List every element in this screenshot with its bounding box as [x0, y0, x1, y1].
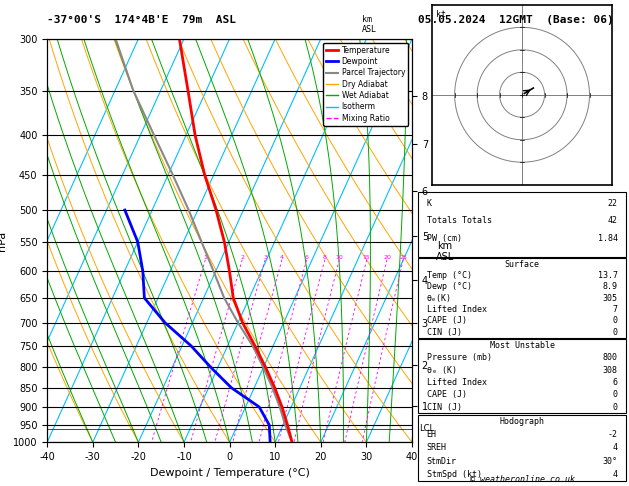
Text: 4: 4 — [280, 255, 284, 260]
Text: 25: 25 — [399, 255, 407, 260]
Text: kt: kt — [436, 10, 446, 19]
Text: 20: 20 — [383, 255, 391, 260]
Text: 4: 4 — [613, 443, 618, 452]
Text: θₑ (K): θₑ (K) — [426, 365, 457, 375]
Text: km
ASL: km ASL — [362, 15, 377, 34]
X-axis label: Dewpoint / Temperature (°C): Dewpoint / Temperature (°C) — [150, 468, 309, 478]
Text: StmSpd (kt): StmSpd (kt) — [426, 470, 482, 479]
Text: Most Unstable: Most Unstable — [489, 341, 555, 350]
Text: 13.7: 13.7 — [598, 271, 618, 280]
Text: -37°00'S  174°4B'E  79m  ASL: -37°00'S 174°4B'E 79m ASL — [47, 15, 236, 25]
Bar — [418, 192, 626, 257]
Text: 3: 3 — [263, 255, 267, 260]
Text: 15: 15 — [363, 255, 370, 260]
Text: -2: -2 — [608, 430, 618, 439]
Bar — [418, 415, 626, 481]
Text: 0: 0 — [613, 328, 618, 337]
Text: LCL: LCL — [420, 424, 435, 433]
Text: CIN (J): CIN (J) — [426, 402, 462, 412]
Text: 05.05.2024  12GMT  (Base: 06): 05.05.2024 12GMT (Base: 06) — [418, 15, 614, 25]
Text: 0: 0 — [613, 402, 618, 412]
Text: 1: 1 — [203, 255, 208, 260]
Text: 0: 0 — [613, 390, 618, 399]
Text: 308: 308 — [603, 365, 618, 375]
Text: 42: 42 — [608, 216, 618, 226]
Text: 0: 0 — [613, 316, 618, 326]
Text: 10: 10 — [335, 255, 343, 260]
Legend: Temperature, Dewpoint, Parcel Trajectory, Dry Adiabat, Wet Adiabat, Isotherm, Mi: Temperature, Dewpoint, Parcel Trajectory… — [323, 43, 408, 125]
Text: θₑ(K): θₑ(K) — [426, 294, 452, 303]
Text: 4: 4 — [613, 470, 618, 479]
Text: 22: 22 — [608, 199, 618, 208]
Text: © weatheronline.co.uk: © weatheronline.co.uk — [470, 474, 574, 484]
Y-axis label: km
ASL: km ASL — [435, 241, 454, 262]
Text: 305: 305 — [603, 294, 618, 303]
Text: Lifted Index: Lifted Index — [426, 305, 487, 314]
Text: Totals Totals: Totals Totals — [426, 216, 492, 226]
Y-axis label: hPa: hPa — [0, 230, 8, 251]
Text: Dewp (°C): Dewp (°C) — [426, 282, 472, 292]
Text: 2: 2 — [240, 255, 244, 260]
Text: K: K — [426, 199, 431, 208]
Text: CAPE (J): CAPE (J) — [426, 316, 467, 326]
Text: 30°: 30° — [603, 457, 618, 466]
Bar — [418, 259, 626, 338]
Text: CIN (J): CIN (J) — [426, 328, 462, 337]
Text: 8.9: 8.9 — [603, 282, 618, 292]
Text: 6: 6 — [304, 255, 308, 260]
Bar — [418, 339, 626, 413]
Text: 800: 800 — [603, 353, 618, 363]
Text: Surface: Surface — [504, 260, 540, 269]
Text: Temp (°C): Temp (°C) — [426, 271, 472, 280]
Text: CAPE (J): CAPE (J) — [426, 390, 467, 399]
Text: 6: 6 — [613, 378, 618, 387]
Text: Lifted Index: Lifted Index — [426, 378, 487, 387]
Text: StmDir: StmDir — [426, 457, 457, 466]
Text: 7: 7 — [613, 305, 618, 314]
Text: 1.84: 1.84 — [598, 234, 618, 243]
Text: 8: 8 — [323, 255, 326, 260]
Text: Pressure (mb): Pressure (mb) — [426, 353, 492, 363]
Text: Hodograph: Hodograph — [499, 417, 545, 426]
Text: PW (cm): PW (cm) — [426, 234, 462, 243]
Text: SREH: SREH — [426, 443, 447, 452]
Text: EH: EH — [426, 430, 437, 439]
